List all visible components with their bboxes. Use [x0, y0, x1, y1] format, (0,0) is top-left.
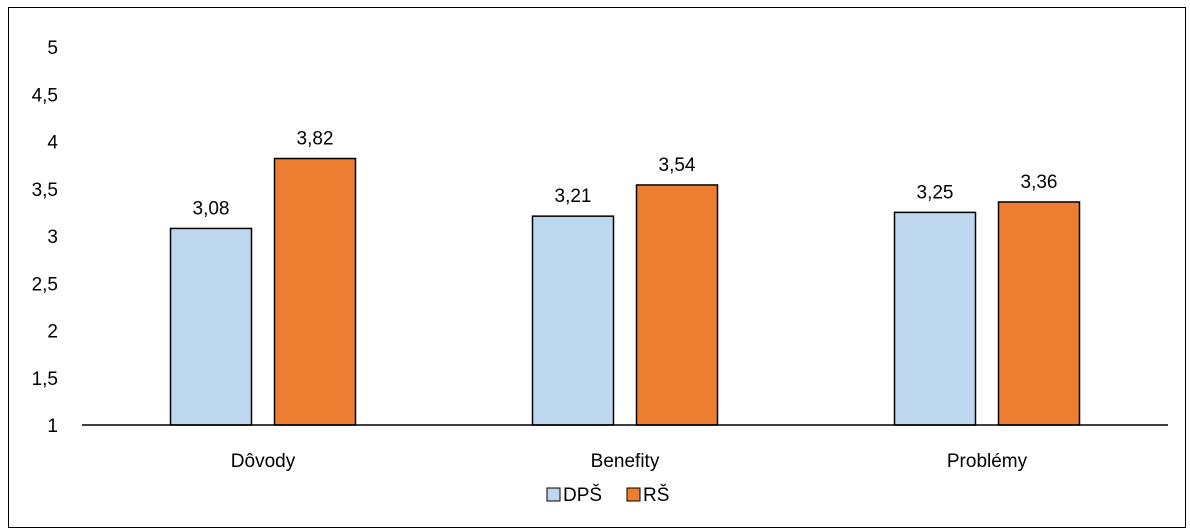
legend: DPŠ RŠ — [546, 484, 669, 506]
data-labels: 3,08 3,82 3,21 3,54 3,25 3,36 — [193, 129, 1058, 220]
y-tick-label: 1,5 — [32, 369, 58, 390]
bar-value-label: 3,08 — [193, 198, 230, 219]
y-tick-label: 2 — [47, 322, 58, 343]
legend-label: RŠ — [643, 484, 669, 506]
bar-dps — [169, 227, 253, 426]
bar-rs — [635, 184, 719, 426]
legend-swatch — [546, 487, 561, 502]
legend-swatch — [626, 487, 641, 502]
bar-value-label: 3,21 — [555, 186, 592, 207]
y-tick-label: 4 — [47, 133, 58, 154]
y-tick-label: 3,5 — [32, 180, 58, 201]
legend-label: DPŠ — [563, 484, 602, 506]
y-tick-label: 3 — [47, 227, 58, 248]
bar-value-label: 3,36 — [1021, 172, 1058, 193]
bar-value-label: 3,54 — [659, 155, 696, 176]
bar-dps — [893, 211, 977, 426]
category-label: Problémy — [947, 451, 1028, 472]
bar-value-label: 3,82 — [297, 129, 334, 150]
y-tick-label: 1 — [47, 416, 58, 437]
category-label: Benefity — [591, 451, 660, 472]
y-tick-label: 2,5 — [32, 274, 58, 295]
bar-value-label: 3,25 — [917, 182, 954, 203]
category-labels: Dôvody Benefity Problémy — [231, 451, 1028, 472]
bars — [169, 157, 1081, 426]
y-tick-label: 5 — [47, 38, 58, 59]
bar-rs — [273, 157, 357, 426]
y-tick-label: 4,5 — [32, 85, 58, 106]
category-label: Dôvody — [231, 451, 296, 472]
bar-dps — [531, 215, 615, 426]
y-axis-tick-labels: 1 1,5 2 2,5 3 3,5 4 4,5 5 — [32, 38, 59, 437]
bar-rs — [997, 201, 1081, 426]
